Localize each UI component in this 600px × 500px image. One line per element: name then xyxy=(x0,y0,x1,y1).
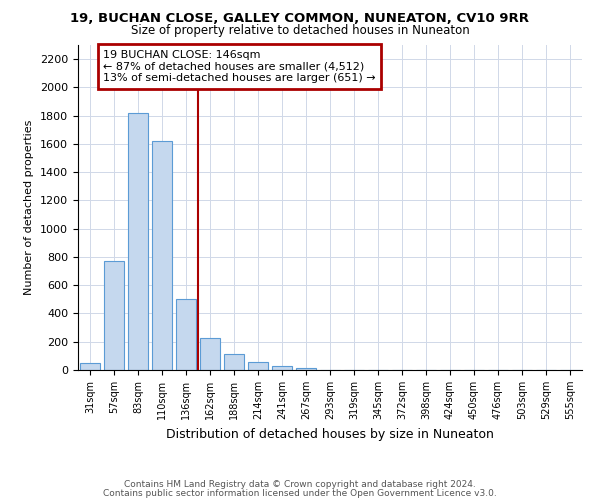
Bar xyxy=(128,113,148,370)
Bar xyxy=(272,366,292,370)
Bar xyxy=(104,261,124,370)
Text: 19 BUCHAN CLOSE: 146sqm
← 87% of detached houses are smaller (4,512)
13% of semi: 19 BUCHAN CLOSE: 146sqm ← 87% of detache… xyxy=(103,50,376,83)
Y-axis label: Number of detached properties: Number of detached properties xyxy=(25,120,34,295)
Bar xyxy=(152,141,172,370)
Text: 19, BUCHAN CLOSE, GALLEY COMMON, NUNEATON, CV10 9RR: 19, BUCHAN CLOSE, GALLEY COMMON, NUNEATO… xyxy=(71,12,530,26)
Bar xyxy=(296,368,316,370)
Bar xyxy=(248,362,268,370)
Text: Size of property relative to detached houses in Nuneaton: Size of property relative to detached ho… xyxy=(131,24,469,37)
Text: Contains public sector information licensed under the Open Government Licence v3: Contains public sector information licen… xyxy=(103,488,497,498)
X-axis label: Distribution of detached houses by size in Nuneaton: Distribution of detached houses by size … xyxy=(166,428,494,440)
Bar xyxy=(224,354,244,370)
Bar xyxy=(200,338,220,370)
Bar xyxy=(80,363,100,370)
Bar xyxy=(176,300,196,370)
Text: Contains HM Land Registry data © Crown copyright and database right 2024.: Contains HM Land Registry data © Crown c… xyxy=(124,480,476,489)
